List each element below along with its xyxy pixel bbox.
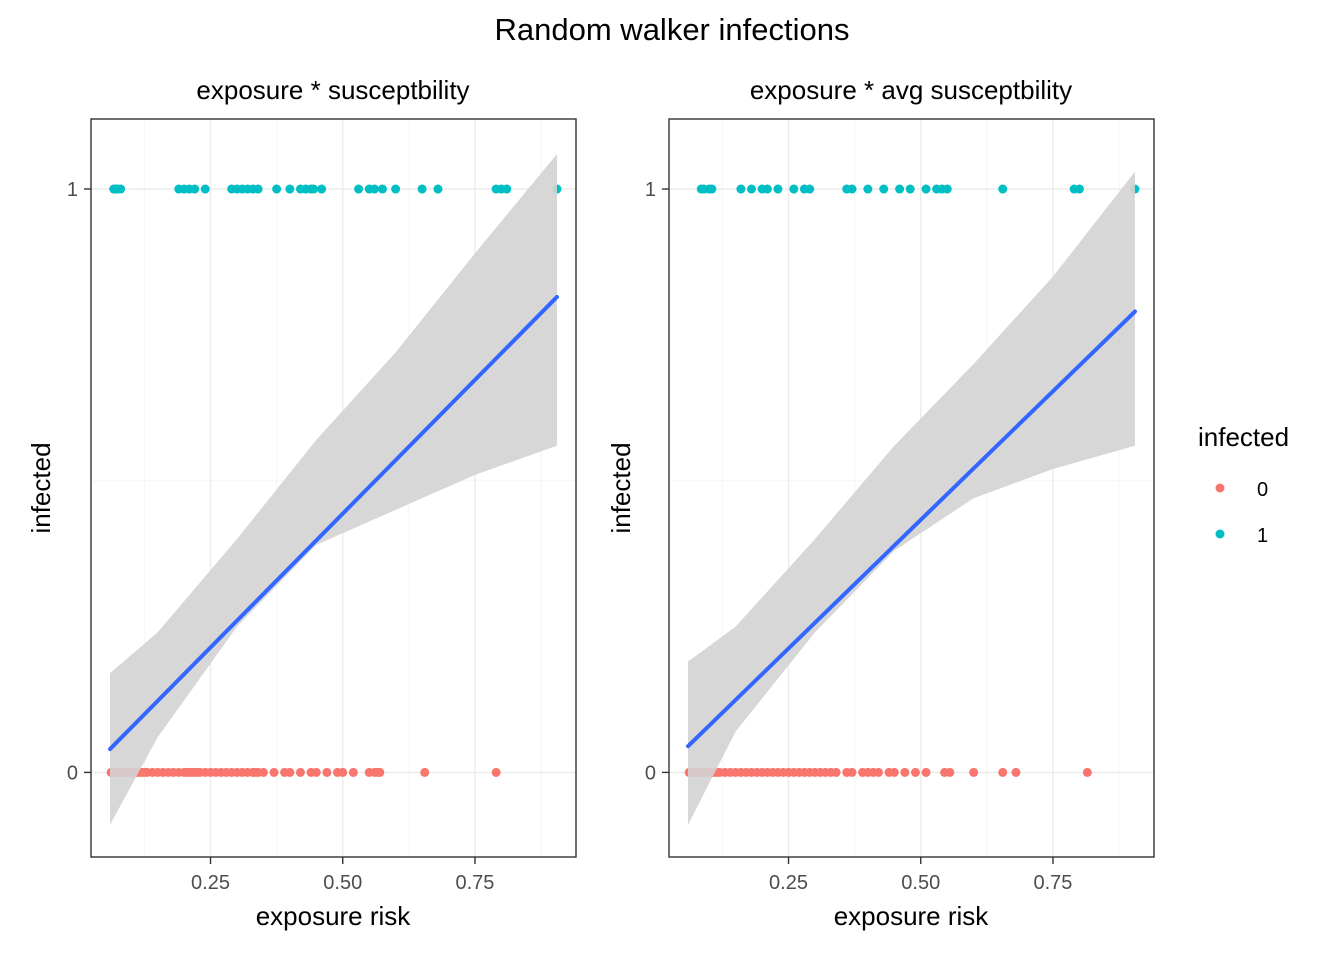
point-infected-1 <box>433 184 443 194</box>
point-infected-1 <box>317 184 327 194</box>
point-infected-0 <box>258 767 268 777</box>
legend-label-0: 0 <box>1257 479 1268 501</box>
point-infected-1 <box>377 184 387 194</box>
point-infected-0 <box>338 767 348 777</box>
y-axis-title: infected <box>606 442 636 533</box>
point-infected-1 <box>707 184 717 194</box>
point-infected-0 <box>873 767 883 777</box>
point-infected-0 <box>945 767 955 777</box>
point-infected-1 <box>502 184 512 194</box>
x-axis-title: exposure risk <box>834 901 990 931</box>
y-tick-label: 0 <box>67 762 78 784</box>
point-infected-1 <box>309 184 319 194</box>
point-infected-1 <box>417 184 427 194</box>
point-infected-1 <box>253 184 263 194</box>
point-infected-1 <box>942 184 952 194</box>
x-tick-label: 0.75 <box>456 872 495 894</box>
point-infected-1 <box>747 184 757 194</box>
panel-border <box>668 118 1155 858</box>
point-infected-1 <box>391 184 401 194</box>
x-tick-label: 0.75 <box>1034 872 1073 894</box>
x-tick-label: 0.50 <box>901 872 940 894</box>
legend-key-1 <box>1215 529 1225 539</box>
point-infected-1 <box>905 184 915 194</box>
point-infected-0 <box>375 767 385 777</box>
point-infected-0 <box>269 767 279 777</box>
point-infected-0 <box>285 767 295 777</box>
point-infected-1 <box>762 184 772 194</box>
x-tick-label: 0.25 <box>769 872 808 894</box>
legend: infected 0 1 <box>1198 422 1289 547</box>
point-infected-0 <box>900 767 910 777</box>
y-axis-title: infected <box>26 442 56 533</box>
point-infected-1 <box>736 184 746 194</box>
point-infected-1 <box>369 184 379 194</box>
point-infected-1 <box>998 184 1008 194</box>
panel-subtitle: exposure * avg susceptbility <box>750 75 1072 105</box>
point-infected-1 <box>847 184 857 194</box>
point-infected-0 <box>1082 767 1092 777</box>
panel-left: exposure * susceptbility exposure risk i… <box>26 75 577 931</box>
point-infected-0 <box>969 767 979 777</box>
point-infected-0 <box>889 767 899 777</box>
point-infected-1 <box>879 184 889 194</box>
point-infected-1 <box>1074 184 1084 194</box>
point-infected-0 <box>420 767 430 777</box>
confidence-ribbon <box>110 154 557 825</box>
point-infected-0 <box>831 767 841 777</box>
fit-line <box>108 294 559 752</box>
plot-area: 0.25 0.50 0.75 0 1 <box>67 118 577 894</box>
point-infected-1 <box>200 184 210 194</box>
panel-subtitle: exposure * susceptbility <box>196 75 469 105</box>
confidence-ribbon <box>688 171 1135 825</box>
legend-key-0 <box>1215 483 1225 493</box>
point-infected-0 <box>910 767 920 777</box>
point-infected-0 <box>1011 767 1021 777</box>
point-infected-1 <box>116 184 126 194</box>
x-tick-label: 0.25 <box>191 872 230 894</box>
point-infected-1 <box>272 184 282 194</box>
point-infected-0 <box>295 767 305 777</box>
point-infected-0 <box>847 767 857 777</box>
point-infected-0 <box>491 767 501 777</box>
point-infected-1 <box>805 184 815 194</box>
plot-area: 0.25 0.50 0.75 0 1 <box>645 118 1155 894</box>
point-infected-1 <box>789 184 799 194</box>
y-tick-label: 1 <box>67 179 78 201</box>
point-infected-1 <box>354 184 364 194</box>
point-infected-0 <box>921 767 931 777</box>
point-infected-1 <box>190 184 200 194</box>
legend-title: infected <box>1198 422 1289 452</box>
point-infected-0 <box>348 767 358 777</box>
point-infected-1 <box>895 184 905 194</box>
point-infected-0 <box>998 767 1008 777</box>
point-infected-1 <box>773 184 783 194</box>
point-infected-1 <box>921 184 931 194</box>
point-infected-0 <box>311 767 321 777</box>
fit-line <box>686 309 1137 749</box>
panel-right: exposure * avg susceptbility exposure ri… <box>606 75 1155 931</box>
x-axis-title: exposure risk <box>256 901 412 931</box>
point-infected-1 <box>285 184 295 194</box>
figure-title: Random walker infections <box>495 12 850 47</box>
point-infected-1 <box>863 184 873 194</box>
point-infected-0 <box>322 767 332 777</box>
x-tick-label: 0.50 <box>323 872 362 894</box>
y-tick-label: 0 <box>645 762 656 784</box>
panel-border <box>90 118 577 858</box>
y-tick-label: 1 <box>645 179 656 201</box>
legend-label-1: 1 <box>1257 525 1268 547</box>
